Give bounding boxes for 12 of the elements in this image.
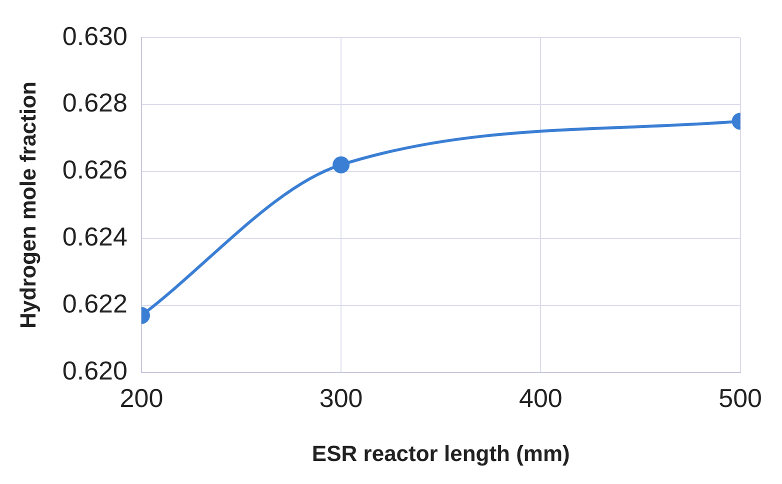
y-axis-title: Hydrogen mole fraction [15, 82, 40, 328]
x-tick-label: 500 [718, 383, 762, 414]
x-axis-title: ESR reactor length (mm) [312, 440, 570, 466]
x-tick-label: 300 [319, 383, 363, 414]
y-tick-label: 0.628 [62, 88, 128, 118]
x-tick-label: 400 [519, 383, 562, 414]
x-tick-label: 200 [120, 383, 164, 414]
y-tick-label: 0.626 [62, 154, 128, 185]
y-tick-label: 0.624 [62, 222, 128, 252]
y-tick-label: 0.620 [62, 356, 128, 386]
y-tick-label: 0.622 [62, 288, 128, 319]
y-tick-label: 0.630 [62, 20, 128, 51]
